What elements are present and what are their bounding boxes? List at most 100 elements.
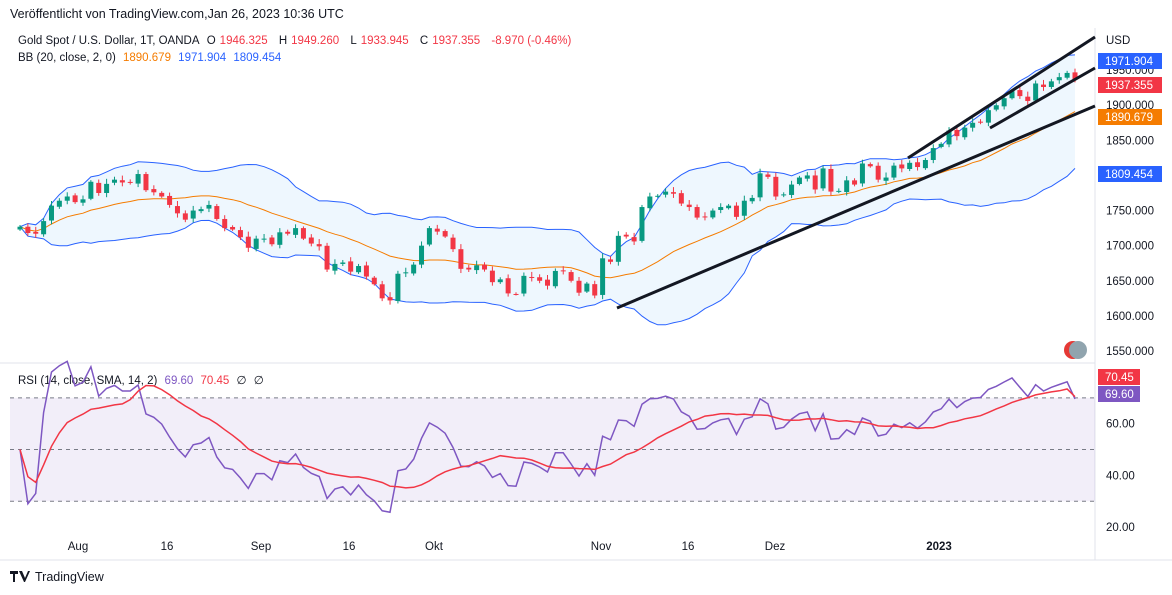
candle-body — [883, 177, 889, 181]
candle-body — [946, 130, 952, 145]
tradingview-logo-icon — [10, 571, 30, 582]
candle-body — [686, 204, 692, 208]
rsi-tick: 20.00 — [1106, 522, 1135, 534]
candle-body — [915, 162, 921, 168]
rsi-label[interactable]: RSI (14, close, SMA, 14, 2) — [18, 375, 158, 387]
candle-body — [529, 276, 535, 278]
candle-body — [41, 221, 47, 235]
bb-legend: BB (20, close, 2, 0) 1890.679 1971.904 1… — [18, 52, 285, 64]
price-tick: 1750.000 — [1106, 206, 1154, 218]
candle-body — [678, 193, 684, 204]
candle-body — [844, 180, 850, 193]
candle-body — [434, 228, 440, 232]
candle-body — [560, 270, 566, 272]
candle-body — [1072, 72, 1078, 80]
candle-body — [277, 232, 283, 245]
bb-lower-value: 1809.454 — [233, 52, 282, 64]
candle-body — [639, 207, 645, 241]
candle-body — [789, 184, 795, 195]
candle-body — [584, 283, 590, 292]
candle-body — [663, 191, 669, 195]
candle-body — [206, 204, 212, 209]
rsi-sma-label-bg — [1098, 369, 1140, 385]
candle-body — [505, 278, 511, 294]
upper-band-label: 1971.904 — [1105, 56, 1154, 68]
candle-body — [222, 218, 228, 229]
candle-body — [836, 190, 842, 192]
time-tick: Aug — [68, 541, 88, 553]
candle-body — [261, 238, 267, 240]
candle-body — [17, 226, 23, 230]
bb-basis-value: 1890.679 — [123, 52, 171, 64]
rsi-sma-label: 70.45 — [1105, 372, 1134, 384]
candle-body — [119, 180, 125, 183]
candle-body — [426, 228, 432, 245]
basis-label: 1890.679 — [1105, 112, 1153, 124]
candle-body — [773, 176, 779, 197]
candle-body — [1025, 96, 1031, 102]
time-tick: Okt — [425, 541, 444, 553]
basis-label-bg — [1098, 109, 1162, 125]
candle-body — [88, 181, 94, 199]
candle-body — [167, 195, 173, 205]
trendline-channel-top — [907, 35, 1096, 160]
tradingview-footer[interactable]: TradingView — [10, 570, 104, 584]
candle-body — [804, 175, 810, 179]
symbol-name[interactable]: Gold Spot / U.S. Dollar, 1T, OANDA — [18, 35, 200, 47]
price-tick: 1600.000 — [1106, 311, 1154, 323]
candle-body — [182, 213, 188, 220]
candle-body — [568, 272, 574, 281]
bb-label[interactable]: BB (20, close, 2, 0) — [18, 52, 116, 64]
price-tick: 1550.000 — [1106, 346, 1154, 358]
candle-body — [765, 174, 771, 177]
candle-body — [293, 228, 299, 235]
candle-body — [1041, 84, 1047, 87]
candle-body — [623, 234, 629, 237]
candle-body — [647, 196, 653, 209]
candle-body — [859, 163, 865, 184]
candle-body — [710, 210, 716, 218]
candle-body — [127, 181, 133, 183]
upper-band-label-bg — [1098, 53, 1162, 69]
candle-body — [726, 205, 732, 209]
candle-body — [828, 168, 834, 192]
candle-body — [600, 258, 606, 295]
high-value: 1949.260 — [291, 35, 340, 47]
candle-body — [450, 237, 456, 250]
price-tick: 1850.000 — [1106, 135, 1154, 147]
candle-body — [655, 195, 661, 197]
bb-upper-line — [19, 54, 1076, 257]
candle-body — [442, 231, 448, 237]
candle-body — [395, 273, 401, 301]
candle-body — [324, 245, 330, 270]
candle-body — [348, 261, 354, 272]
symbol-legend: Gold Spot / U.S. Dollar, 1T, OANDA O 1946… — [18, 35, 572, 47]
brand-label: TradingView — [35, 570, 104, 584]
candle-body — [970, 122, 976, 128]
trendlines — [616, 35, 1096, 310]
candle-body — [48, 205, 54, 221]
lower-band-label: 1809.454 — [1105, 169, 1154, 181]
candle-body — [694, 207, 700, 218]
close-value: 1937.355 — [432, 35, 481, 47]
candle-body — [1001, 98, 1007, 107]
candle-body — [356, 266, 362, 273]
candle-body — [615, 235, 621, 262]
time-tick: 16 — [161, 541, 174, 553]
candle-body — [891, 165, 897, 178]
open-value: 1946.325 — [219, 35, 268, 47]
candle-body — [143, 174, 149, 191]
candle-body — [33, 231, 39, 234]
candle-body — [174, 206, 180, 214]
candle-body — [482, 264, 488, 270]
candle-body — [1009, 91, 1015, 99]
candle-body — [80, 199, 86, 203]
candle-body — [954, 129, 960, 137]
candle-body — [411, 264, 417, 274]
candle-body — [985, 110, 991, 123]
trendline-support — [616, 104, 1096, 310]
candle-body — [993, 105, 999, 110]
candle-body — [64, 196, 70, 201]
candle-body — [379, 284, 385, 299]
